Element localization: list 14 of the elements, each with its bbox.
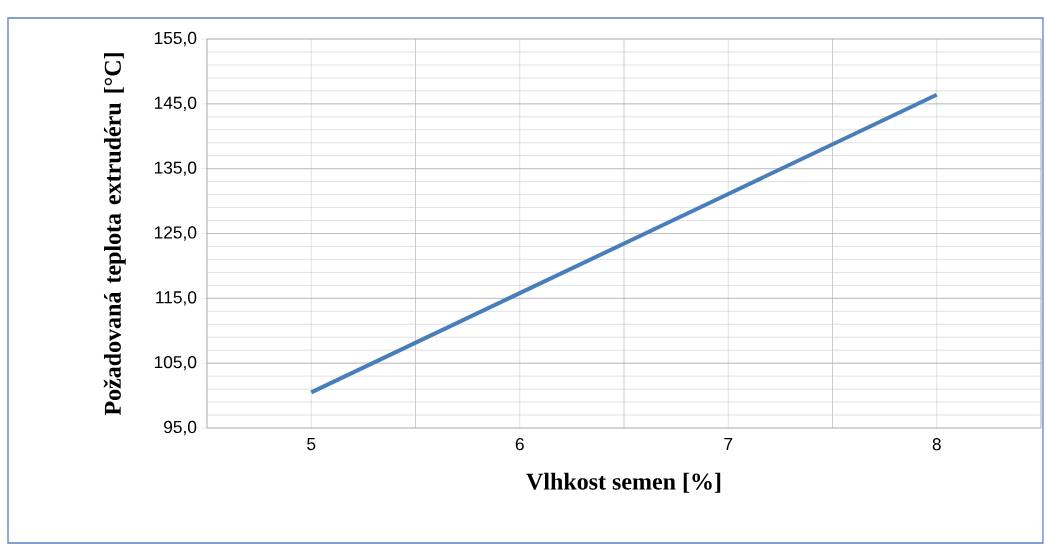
x-tick-label: 7 [724, 438, 733, 450]
y-tick-label: 105,0 [154, 356, 197, 371]
x-tick-label: 6 [515, 438, 524, 451]
y-tick-label: 95,0 [164, 420, 197, 436]
x-tick-label: 8 [932, 438, 941, 451]
y-tick-label: 135,0 [154, 161, 197, 176]
y-tick-label: 155,0 [154, 31, 197, 47]
y-tick-label: 115,0 [156, 291, 197, 306]
y-tick-label: 125,0 [154, 226, 197, 241]
y-tick-label: 145,0 [154, 96, 197, 111]
x-axis-title: Vlhkost semen [%] [526, 472, 721, 493]
line-series [309, 92, 939, 395]
y-axis-title: Požadovaná teplota extrudéru [°C] [103, 53, 126, 416]
x-tick-label: 5 [307, 438, 316, 451]
